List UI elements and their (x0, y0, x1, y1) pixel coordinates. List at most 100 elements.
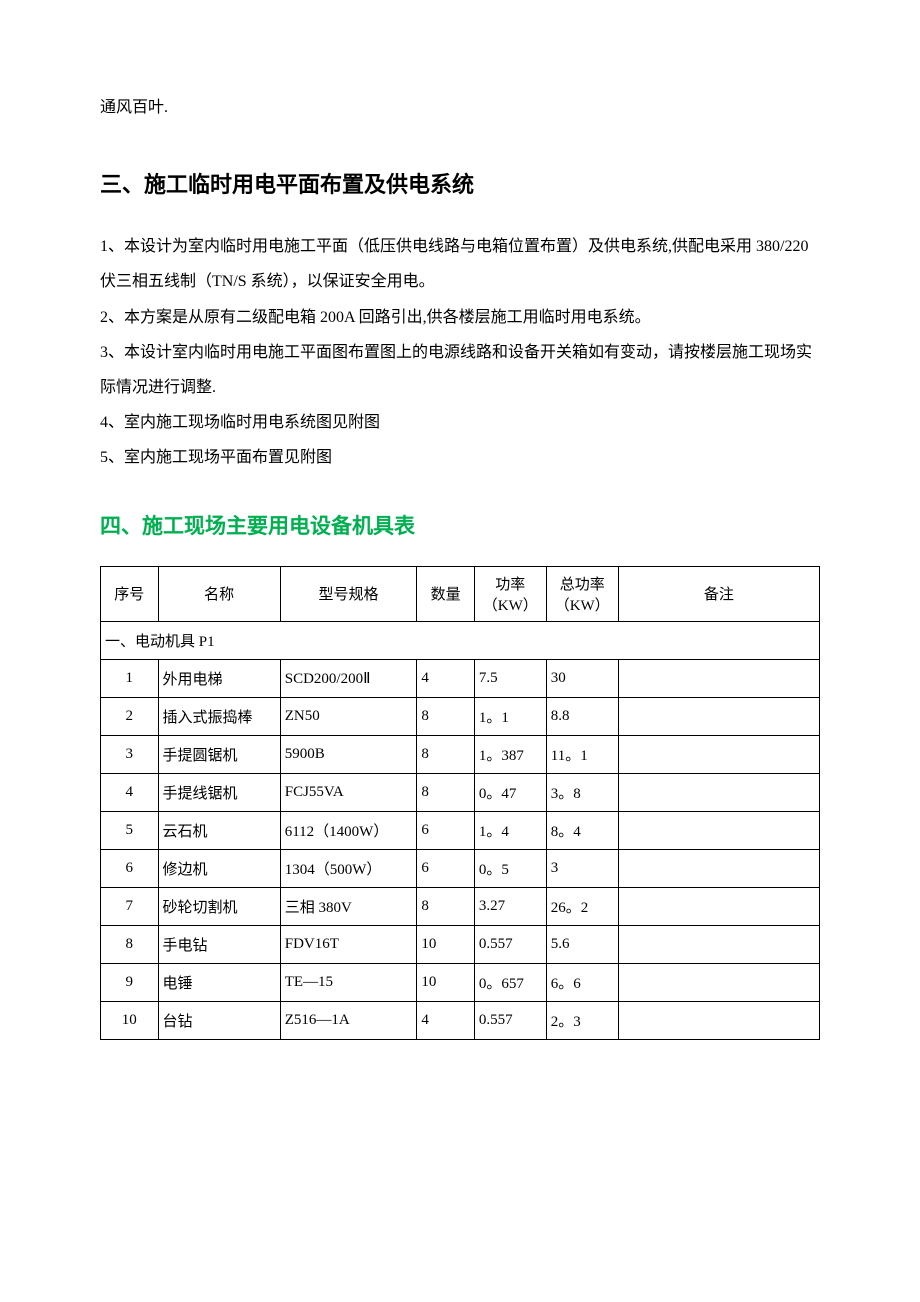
cell-note (618, 735, 819, 773)
section-3-para-4: 4、室内施工现场临时用电系统图见附图 (100, 405, 820, 440)
cell-index: 3 (101, 735, 159, 773)
cell-note (618, 773, 819, 811)
cell-total-power: 8。4 (546, 811, 618, 849)
cell-total-power: 30 (546, 659, 618, 697)
cell-qty: 6 (417, 849, 475, 887)
cell-index: 8 (101, 925, 159, 963)
cell-note (618, 1001, 819, 1039)
cell-total-power: 6。6 (546, 963, 618, 1001)
cell-note (618, 811, 819, 849)
col-header-total: 总功率（KW） (546, 566, 618, 621)
cell-name: 手电钻 (158, 925, 280, 963)
cell-index: 1 (101, 659, 159, 697)
cell-qty: 10 (417, 963, 475, 1001)
cell-qty: 8 (417, 773, 475, 811)
cell-qty: 6 (417, 811, 475, 849)
cell-power: 7.5 (474, 659, 546, 697)
table-row: 7砂轮切割机三相 380V83.2726。2 (101, 887, 820, 925)
cell-note (618, 697, 819, 735)
table-row: 10台钻Z516—1A40.5572。3 (101, 1001, 820, 1039)
cell-note (618, 925, 819, 963)
cell-name: 手提线锯机 (158, 773, 280, 811)
cell-total-power: 3 (546, 849, 618, 887)
table-row: 9电锤TE—15100。6576。6 (101, 963, 820, 1001)
cell-qty: 8 (417, 697, 475, 735)
cell-power: 1。4 (474, 811, 546, 849)
section-3-para-5: 5、室内施工现场平面布置见附图 (100, 440, 820, 475)
cell-power: 0。657 (474, 963, 546, 1001)
cell-total-power: 26。2 (546, 887, 618, 925)
cell-qty: 4 (417, 659, 475, 697)
cell-note (618, 659, 819, 697)
cell-model: FCJ55VA (280, 773, 417, 811)
cell-name: 手提圆锯机 (158, 735, 280, 773)
cell-name: 插入式振捣棒 (158, 697, 280, 735)
table-body: 一、电动机具 P1 1外用电梯SCD200/200Ⅱ47.5302插入式振捣棒Z… (101, 621, 820, 1039)
cell-qty: 8 (417, 887, 475, 925)
col-header-index: 序号 (101, 566, 159, 621)
cell-model: FDV16T (280, 925, 417, 963)
cell-power: 0.557 (474, 925, 546, 963)
cell-name: 外用电梯 (158, 659, 280, 697)
table-header-row: 序号 名称 型号规格 数量 功率（KW） 总功率（KW） 备注 (101, 566, 820, 621)
table-row: 6修边机1304（500W）60。53 (101, 849, 820, 887)
cell-name: 云石机 (158, 811, 280, 849)
cell-name: 台钻 (158, 1001, 280, 1039)
cell-power: 0。47 (474, 773, 546, 811)
cell-model: Z516—1A (280, 1001, 417, 1039)
cell-name: 砂轮切割机 (158, 887, 280, 925)
cell-qty: 4 (417, 1001, 475, 1039)
cell-model: SCD200/200Ⅱ (280, 659, 417, 697)
cell-index: 7 (101, 887, 159, 925)
cell-power: 0。5 (474, 849, 546, 887)
col-header-power: 功率（KW） (474, 566, 546, 621)
table-row: 4手提线锯机FCJ55VA80。473。8 (101, 773, 820, 811)
cell-name: 修边机 (158, 849, 280, 887)
col-header-note: 备注 (618, 566, 819, 621)
cell-model: 6112（1400W） (280, 811, 417, 849)
cell-total-power: 8.8 (546, 697, 618, 735)
cell-total-power: 5.6 (546, 925, 618, 963)
cell-note (618, 849, 819, 887)
col-header-model: 型号规格 (280, 566, 417, 621)
cell-index: 9 (101, 963, 159, 1001)
cell-total-power: 3。8 (546, 773, 618, 811)
cell-power: 3.27 (474, 887, 546, 925)
cell-power: 0.557 (474, 1001, 546, 1039)
cell-total-power: 11。1 (546, 735, 618, 773)
section-4-title: 四、施工现场主要用电设备机具表 (100, 510, 820, 540)
table-row: 2插入式振捣棒ZN5081。18.8 (101, 697, 820, 735)
cell-index: 5 (101, 811, 159, 849)
cell-model: 5900B (280, 735, 417, 773)
cell-index: 2 (101, 697, 159, 735)
cell-index: 10 (101, 1001, 159, 1039)
cell-index: 4 (101, 773, 159, 811)
cell-power: 1。1 (474, 697, 546, 735)
cell-qty: 10 (417, 925, 475, 963)
table-row: 5云石机6112（1400W）61。48。4 (101, 811, 820, 849)
section-3-title: 三、施工临时用电平面布置及供电系统 (100, 167, 820, 199)
cell-power: 1。387 (474, 735, 546, 773)
table-row: 1外用电梯SCD200/200Ⅱ47.530 (101, 659, 820, 697)
cell-name: 电锤 (158, 963, 280, 1001)
cell-model: TE—15 (280, 963, 417, 1001)
section-3-para-1: 1、本设计为室内临时用电施工平面（低压供电线路与电箱位置布置）及供电系统,供配电… (100, 229, 820, 299)
cell-model: ZN50 (280, 697, 417, 735)
table-row: 3手提圆锯机5900B81。38711。1 (101, 735, 820, 773)
table-row: 8手电钻FDV16T100.5575.6 (101, 925, 820, 963)
cell-total-power: 2。3 (546, 1001, 618, 1039)
section-3-para-2: 2、本方案是从原有二级配电箱 200A 回路引出,供各楼层施工用临时用电系统。 (100, 300, 820, 335)
section-3-para-3: 3、本设计室内临时用电施工平面图布置图上的电源线路和设备开关箱如有变动，请按楼层… (100, 335, 820, 405)
cell-model: 三相 380V (280, 887, 417, 925)
table-subsection-row: 一、电动机具 P1 (101, 621, 820, 659)
cell-index: 6 (101, 849, 159, 887)
cell-note (618, 887, 819, 925)
col-header-name: 名称 (158, 566, 280, 621)
subsection-cell: 一、电动机具 P1 (101, 621, 820, 659)
cell-model: 1304（500W） (280, 849, 417, 887)
document-page: 通风百叶. 三、施工临时用电平面布置及供电系统 1、本设计为室内临时用电施工平面… (0, 0, 920, 1080)
intro-fragment: 通风百叶. (100, 90, 820, 125)
equipment-table: 序号 名称 型号规格 数量 功率（KW） 总功率（KW） 备注 一、电动机具 P… (100, 566, 820, 1040)
cell-qty: 8 (417, 735, 475, 773)
col-header-qty: 数量 (417, 566, 475, 621)
